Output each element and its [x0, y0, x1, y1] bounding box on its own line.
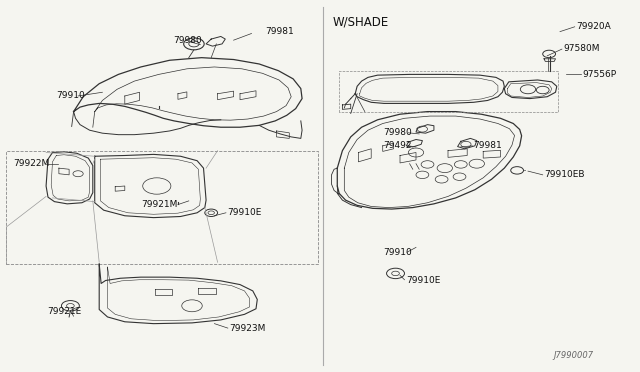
- Text: 79920A: 79920A: [576, 22, 611, 31]
- Text: 79910E: 79910E: [406, 276, 440, 285]
- Text: 79921E: 79921E: [47, 307, 81, 316]
- Text: 79980: 79980: [173, 36, 202, 45]
- Text: 79910E: 79910E: [227, 208, 262, 217]
- Text: 97556P: 97556P: [582, 70, 616, 79]
- Text: 79921M: 79921M: [141, 200, 177, 209]
- Text: 79922M: 79922M: [13, 159, 49, 168]
- Text: 79923M: 79923M: [229, 324, 266, 333]
- Text: W/SHADE: W/SHADE: [333, 16, 389, 29]
- Text: 79910EB: 79910EB: [544, 170, 584, 179]
- Text: 79981: 79981: [474, 141, 502, 150]
- Text: 79492: 79492: [383, 141, 412, 150]
- Text: 79910: 79910: [56, 92, 85, 100]
- Text: 79910: 79910: [383, 248, 412, 257]
- Text: J7990007: J7990007: [554, 351, 594, 360]
- Text: 79981: 79981: [266, 27, 294, 36]
- Text: 97580M: 97580M: [563, 44, 600, 53]
- Text: 79980: 79980: [383, 128, 412, 137]
